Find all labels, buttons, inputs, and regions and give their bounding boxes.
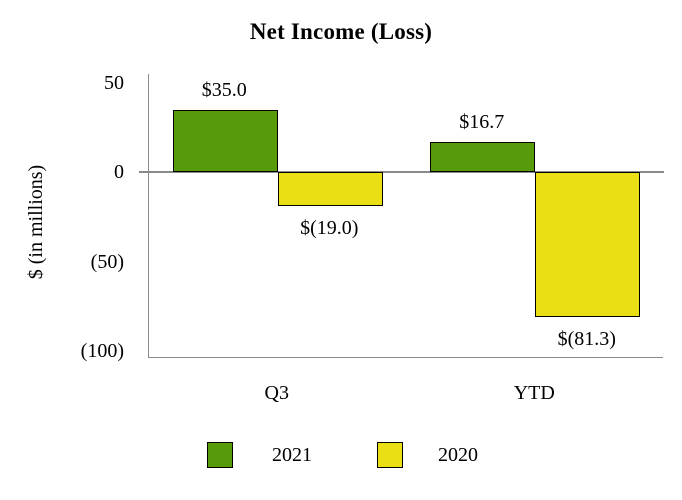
y-tick-label: 0 xyxy=(114,161,124,184)
y-tick-label: 50 xyxy=(104,71,124,94)
bar-value-label-2021-q3: $35.0 xyxy=(201,78,247,101)
bar-value-label-2021-ytd: $16.7 xyxy=(459,111,505,134)
bar-value-label-2020-q3: $(19.0) xyxy=(300,217,359,240)
zero-axis-line xyxy=(139,171,664,173)
y-tick-label: (50) xyxy=(90,250,124,273)
legend-label-2020: 2020 xyxy=(438,444,478,466)
y-tick-label: (100) xyxy=(80,339,124,362)
bar-2021-ytd xyxy=(430,142,536,173)
y-axis-title: $ (in millions) xyxy=(25,164,47,280)
legend-swatch-2020 xyxy=(377,442,403,468)
plot-area xyxy=(139,74,664,358)
bar-2020-ytd xyxy=(535,172,641,318)
x-category-label-q3: Q3 xyxy=(264,382,289,404)
bar-2021-q3 xyxy=(172,109,278,173)
legend-swatch-2021 xyxy=(207,442,233,468)
chart-title: Net Income (Loss) xyxy=(249,19,433,44)
bar-2020-q3 xyxy=(277,172,383,207)
x-category-label-ytd: YTD xyxy=(513,382,555,404)
bar-value-label-2020-ytd: $(81.3) xyxy=(557,328,616,351)
legend-label-2021: 2021 xyxy=(272,444,312,466)
